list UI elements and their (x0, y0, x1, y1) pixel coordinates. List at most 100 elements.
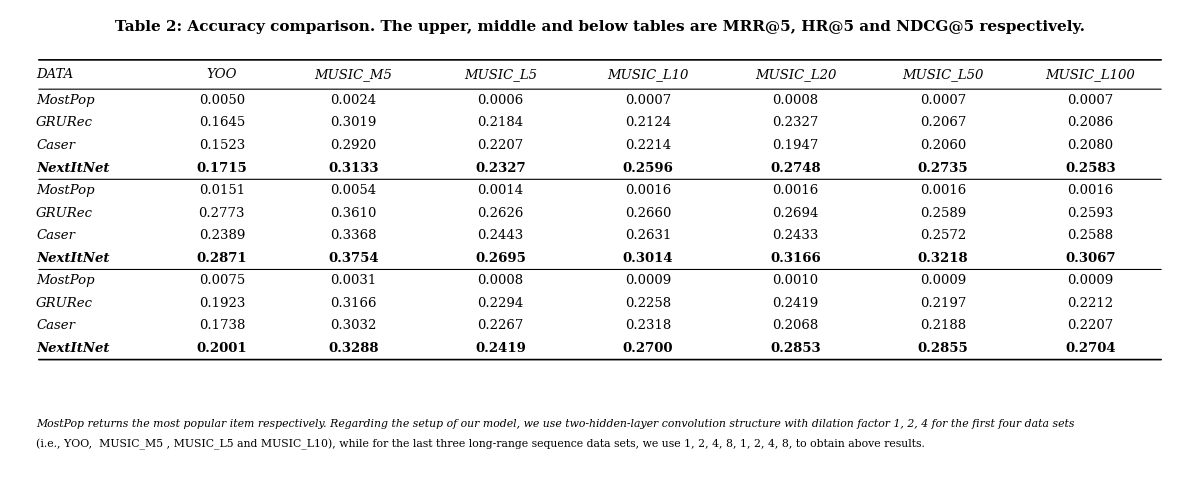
Text: 0.0054: 0.0054 (330, 184, 377, 197)
Text: 0.0031: 0.0031 (330, 274, 377, 287)
Text: 0.2695: 0.2695 (475, 251, 526, 264)
Text: 0.2593: 0.2593 (1067, 207, 1114, 220)
Text: 0.2197: 0.2197 (919, 297, 966, 310)
Text: Table 2: Accuracy comparison. The upper, middle and below tables are MRR@5, HR@5: Table 2: Accuracy comparison. The upper,… (115, 20, 1085, 34)
Text: NextItNet: NextItNet (36, 251, 109, 264)
Text: 0.2920: 0.2920 (330, 139, 377, 152)
Text: DATA: DATA (36, 68, 73, 81)
Text: 0.2318: 0.2318 (625, 319, 671, 332)
Text: 0.0007: 0.0007 (919, 94, 966, 107)
Text: 0.2212: 0.2212 (1067, 297, 1114, 310)
Text: 0.2267: 0.2267 (478, 319, 524, 332)
Text: 0.3288: 0.3288 (328, 342, 378, 355)
Text: MostPop returns the most popular item respectively. Regarding the setup of our m: MostPop returns the most popular item re… (36, 419, 1074, 429)
Text: 0.2748: 0.2748 (770, 162, 821, 175)
Text: 0.0010: 0.0010 (773, 274, 818, 287)
Text: MostPop: MostPop (36, 184, 95, 197)
Text: MUSIC_L50: MUSIC_L50 (902, 68, 984, 81)
Text: 0.2589: 0.2589 (919, 207, 966, 220)
Text: 0.2631: 0.2631 (625, 229, 671, 242)
Text: 0.2626: 0.2626 (478, 207, 524, 220)
Text: 0.2583: 0.2583 (1064, 162, 1116, 175)
Text: GRURec: GRURec (36, 116, 94, 129)
Text: NextItNet: NextItNet (36, 342, 109, 355)
Text: 0.3019: 0.3019 (330, 116, 377, 129)
Text: 0.1947: 0.1947 (773, 139, 818, 152)
Text: 0.2773: 0.2773 (199, 207, 245, 220)
Text: 0.1645: 0.1645 (199, 116, 245, 129)
Text: 0.0006: 0.0006 (478, 94, 523, 107)
Text: 0.2853: 0.2853 (770, 342, 821, 355)
Text: 0.3032: 0.3032 (330, 319, 377, 332)
Text: 0.0075: 0.0075 (199, 274, 245, 287)
Text: 0.2327: 0.2327 (773, 116, 818, 129)
Text: 0.3133: 0.3133 (328, 162, 378, 175)
Text: 0.3368: 0.3368 (330, 229, 377, 242)
Text: 0.2327: 0.2327 (475, 162, 526, 175)
Text: 0.3754: 0.3754 (328, 251, 378, 264)
Text: 0.0009: 0.0009 (625, 274, 671, 287)
Text: NextItNet: NextItNet (36, 162, 109, 175)
Text: 0.3166: 0.3166 (330, 297, 377, 310)
Text: 0.2572: 0.2572 (919, 229, 966, 242)
Text: 0.0007: 0.0007 (1067, 94, 1114, 107)
Text: 0.0016: 0.0016 (625, 184, 671, 197)
Text: 0.2419: 0.2419 (773, 297, 818, 310)
Text: Caser: Caser (36, 319, 74, 332)
Text: 0.2433: 0.2433 (773, 229, 818, 242)
Text: 0.3218: 0.3218 (918, 251, 968, 264)
Text: 0.0016: 0.0016 (919, 184, 966, 197)
Text: 0.2188: 0.2188 (920, 319, 966, 332)
Text: 0.2067: 0.2067 (919, 116, 966, 129)
Text: GRURec: GRURec (36, 297, 94, 310)
Text: 0.2086: 0.2086 (1067, 116, 1114, 129)
Text: 0.2389: 0.2389 (199, 229, 245, 242)
Text: YOO: YOO (206, 68, 238, 81)
Text: 0.2443: 0.2443 (478, 229, 523, 242)
Text: 0.2419: 0.2419 (475, 342, 526, 355)
Text: 0.0009: 0.0009 (1067, 274, 1114, 287)
Text: 0.2184: 0.2184 (478, 116, 523, 129)
Text: 0.3166: 0.3166 (770, 251, 821, 264)
Text: 0.2214: 0.2214 (625, 139, 671, 152)
Text: 0.2700: 0.2700 (623, 342, 673, 355)
Text: 0.2704: 0.2704 (1064, 342, 1116, 355)
Text: 0.2068: 0.2068 (773, 319, 818, 332)
Text: MostPop: MostPop (36, 274, 95, 287)
Text: 0.2660: 0.2660 (625, 207, 671, 220)
Text: 0.2124: 0.2124 (625, 116, 671, 129)
Text: 0.0016: 0.0016 (1067, 184, 1114, 197)
Text: MUSIC_L100: MUSIC_L100 (1045, 68, 1135, 81)
Text: 0.2294: 0.2294 (478, 297, 523, 310)
Text: Caser: Caser (36, 139, 74, 152)
Text: 0.2694: 0.2694 (773, 207, 818, 220)
Text: MUSIC_M5: MUSIC_M5 (314, 68, 392, 81)
Text: 0.2258: 0.2258 (625, 297, 671, 310)
Text: (i.e., YOO,  MUSIC_M5 , MUSIC_L5 and MUSIC_L10), while for the last three long-r: (i.e., YOO, MUSIC_M5 , MUSIC_L5 and MUSI… (36, 439, 925, 451)
Text: MUSIC_L20: MUSIC_L20 (755, 68, 836, 81)
Text: 0.0009: 0.0009 (919, 274, 966, 287)
Text: 0.2855: 0.2855 (918, 342, 968, 355)
Text: 0.0008: 0.0008 (773, 94, 818, 107)
Text: 0.3610: 0.3610 (330, 207, 377, 220)
Text: 0.1715: 0.1715 (197, 162, 247, 175)
Text: 0.0008: 0.0008 (478, 274, 523, 287)
Text: 0.3014: 0.3014 (623, 251, 673, 264)
Text: 0.0024: 0.0024 (330, 94, 377, 107)
Text: 0.2596: 0.2596 (623, 162, 673, 175)
Text: MostPop: MostPop (36, 94, 95, 107)
Text: 0.1923: 0.1923 (199, 297, 245, 310)
Text: 0.0007: 0.0007 (625, 94, 671, 107)
Text: 0.2588: 0.2588 (1067, 229, 1114, 242)
Text: 0.0014: 0.0014 (478, 184, 523, 197)
Text: 0.0016: 0.0016 (773, 184, 818, 197)
Text: Caser: Caser (36, 229, 74, 242)
Text: 0.2735: 0.2735 (918, 162, 968, 175)
Text: 0.0050: 0.0050 (199, 94, 245, 107)
Text: MUSIC_L10: MUSIC_L10 (607, 68, 689, 81)
Text: 0.2207: 0.2207 (1067, 319, 1114, 332)
Text: MUSIC_L5: MUSIC_L5 (464, 68, 538, 81)
Text: 0.3067: 0.3067 (1066, 251, 1116, 264)
Text: 0.2871: 0.2871 (197, 251, 247, 264)
Text: 0.2207: 0.2207 (478, 139, 523, 152)
